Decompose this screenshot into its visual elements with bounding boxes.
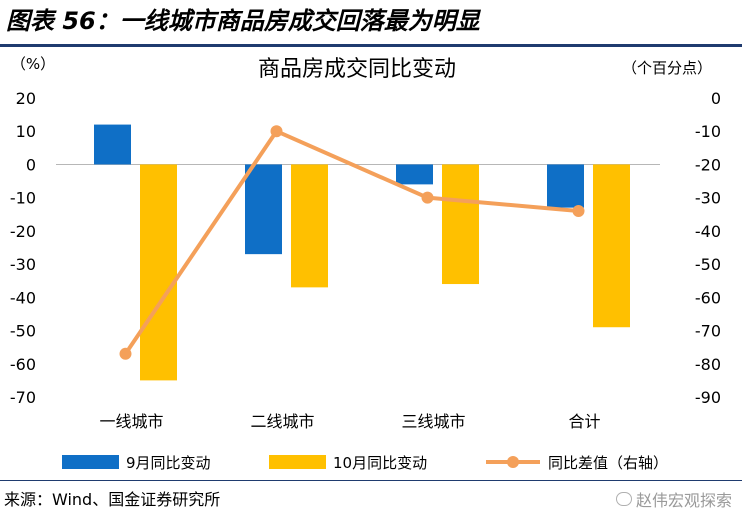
left-tick-label: -40	[10, 288, 36, 307]
left-tick-label: -50	[10, 322, 36, 341]
bar-sep	[245, 164, 282, 255]
bar-oct	[442, 164, 479, 285]
diff-point	[270, 125, 283, 138]
right-tick-label: -70	[695, 322, 721, 341]
right-tick-label: -60	[695, 288, 721, 307]
right-tick-label: -20	[695, 155, 721, 174]
legend-swatch	[62, 455, 119, 469]
bar-sep	[547, 164, 584, 208]
right-tick-label: -30	[695, 189, 721, 208]
bar-sep	[94, 124, 131, 165]
left-tick-label: -70	[10, 388, 36, 407]
right-tick-label: -40	[695, 222, 721, 241]
diff-line	[123, 129, 579, 355]
left-axis-unit: （%）	[11, 55, 55, 73]
left-tick-label: 20	[16, 89, 36, 108]
left-tick-label: 0	[26, 155, 36, 174]
bar-oct	[593, 164, 630, 328]
legend-label: 9月同比变动	[126, 454, 211, 472]
right-tick-label: -50	[695, 255, 721, 274]
left-tick-label: 10	[16, 122, 36, 141]
left-tick-label: -60	[10, 355, 36, 374]
bar-sep	[396, 164, 433, 185]
legend-swatch	[269, 455, 326, 469]
right-tick-label: -10	[695, 122, 721, 141]
legend: 9月同比变动 10月同比变动 同比差值（右轴）	[62, 454, 668, 472]
right-tick-label: -80	[695, 355, 721, 374]
legend-swatch-marker	[507, 456, 519, 468]
legend-label: 同比差值（右轴）	[548, 454, 668, 472]
diff-point	[119, 347, 132, 360]
legend-label: 10月同比变动	[333, 454, 427, 472]
source-note: 来源：Wind、国金证券研究所	[4, 490, 221, 509]
left-tick-label: -10	[10, 189, 36, 208]
watermark: 赵伟宏观探索	[615, 487, 732, 511]
diff-point	[421, 191, 434, 204]
category-label: 二线城市	[250, 412, 314, 431]
watermark-text: 赵伟宏观探索	[635, 491, 732, 510]
title-divider	[0, 44, 742, 47]
category-label: 合计	[568, 412, 600, 431]
bar-oct	[140, 164, 177, 381]
left-tick-label: -20	[10, 222, 36, 241]
wechat-icon	[615, 492, 632, 506]
source-divider	[0, 480, 742, 481]
chart-title: 商品房成交同比变动	[258, 57, 456, 82]
left-tick-label: -30	[10, 255, 36, 274]
right-axis-unit: （个百分点）	[622, 59, 712, 77]
right-tick-label: 0	[711, 89, 721, 108]
diff-point	[572, 204, 585, 217]
bar-oct	[291, 164, 328, 288]
right-tick-label: -90	[695, 388, 721, 407]
category-label: 三线城市	[401, 412, 465, 431]
category-label: 一线城市	[99, 412, 163, 431]
figure-title: 图表 56：一线城市商品房成交回落最为明显	[6, 7, 480, 35]
